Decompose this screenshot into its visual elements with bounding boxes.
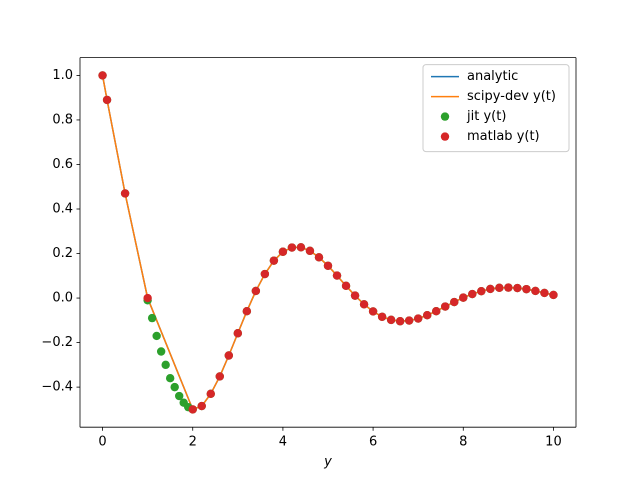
x-tick-label: 4 [279,435,287,450]
point [459,293,468,302]
y-tick-label: 0.2 [52,246,73,261]
point [269,256,279,265]
point [477,286,486,296]
point [206,389,215,399]
point [350,291,360,300]
y-tick-label: −0.4 [41,380,73,395]
x-tick-label: 2 [189,435,197,450]
point [152,331,161,341]
point [404,316,414,325]
point [233,329,243,338]
point [197,401,206,411]
point [359,300,369,309]
point [540,288,549,298]
legend-label: scipy-dev y(t) [467,89,556,104]
point [486,284,495,294]
legend-label: jit y(t) [466,109,506,124]
point [260,269,270,279]
plot-area [98,71,558,414]
point [242,306,252,316]
y-tick-label: 0.8 [52,112,73,127]
point [215,372,224,381]
x-tick-label: 8 [459,435,467,450]
point [495,283,504,293]
point [278,247,288,256]
legend-marker [440,132,450,141]
y-tick-label: 0.6 [52,157,73,172]
point [147,313,157,323]
legend-box [422,64,570,153]
point [441,302,450,311]
x-tick-label: 6 [369,435,377,450]
point [175,391,184,401]
point [287,243,297,252]
point [296,243,306,252]
legend: analytic scipy-dev y(t) jit y(t) matlab y(t… [422,64,570,153]
point [251,286,261,296]
legend-marker [440,112,450,121]
x-tick-label: 0 [98,435,106,450]
y-tick-label: −0.2 [41,335,73,350]
point [314,253,324,262]
point [504,283,513,292]
point [156,347,166,356]
point [531,286,540,296]
x-tick-label: 10 [545,435,562,450]
point [323,261,333,270]
point [450,297,459,307]
point [423,311,432,320]
point [120,189,130,198]
point [549,290,558,300]
point [522,284,531,294]
point [368,307,378,316]
legend-label: analytic [467,69,518,84]
point [143,293,152,303]
point [305,246,315,256]
point [395,317,405,326]
legend-label: matlab y(t) [467,129,540,144]
point [170,382,179,392]
point [332,271,342,280]
point [386,315,396,325]
point [513,283,522,293]
y-tick-label: 0.4 [52,202,73,217]
point [341,281,351,291]
point [224,351,233,360]
y-tick-label: 0.0 [52,291,73,306]
point [432,306,441,316]
point [413,314,423,323]
point [188,405,197,414]
point [98,71,107,80]
point [102,95,112,105]
x-axis-label: y [323,455,332,470]
point [165,374,175,383]
y-tick-label: 1.0 [52,68,73,83]
point [377,312,387,321]
point [161,360,170,370]
point [468,289,477,299]
